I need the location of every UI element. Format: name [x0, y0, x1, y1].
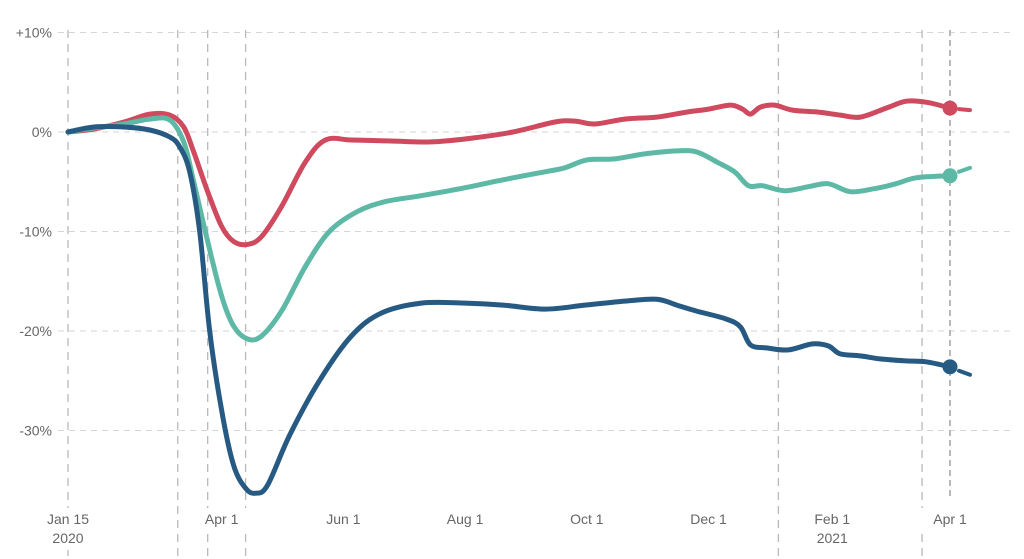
y-tick-label: +10%	[16, 25, 52, 41]
x-tick-label-bg	[916, 508, 984, 530]
series-projection	[957, 368, 972, 377]
y-tick-label: 0%	[32, 124, 52, 140]
grid-layer	[58, 32, 1015, 431]
series-line	[65, 98, 953, 248]
y-axis-ticks: +10% 0% -10% -20% -30%	[16, 25, 52, 439]
x-tick-label-bg	[34, 508, 102, 550]
x-tick-label: Dec 1	[690, 511, 727, 527]
series-1	[65, 115, 972, 343]
series-projection	[957, 107, 972, 113]
x-tick-label: Feb 1	[814, 511, 850, 527]
x-tick-label-bg	[552, 508, 621, 530]
x-tick-label: Jan 15	[47, 511, 89, 527]
series-projection	[957, 165, 972, 174]
vertical-guides	[67, 30, 951, 559]
x-tick-label: Apr 1	[205, 511, 239, 527]
x-tick-label-bg	[187, 508, 256, 530]
x-tick-label: Apr 1	[933, 511, 967, 527]
series-layer	[65, 98, 972, 496]
series-endpoint-marker	[942, 359, 958, 375]
series-line	[65, 115, 953, 343]
x-axis-ticks: Jan 15 2020 Apr 1 Jun 1 Aug 1 Oct 1 Dec 1 Feb 1…	[34, 508, 984, 550]
x-tick-label: Oct 1	[570, 511, 604, 527]
series-endpoint-marker	[942, 100, 958, 116]
y-tick-label: -20%	[19, 323, 52, 339]
x-tick-label-bg	[309, 508, 378, 530]
x-tick-label-bg	[674, 508, 743, 530]
x-tick-label-bg	[431, 508, 500, 530]
series-2	[65, 124, 972, 496]
x-tick-label-bg	[798, 508, 867, 550]
x-tick-label: Aug 1	[447, 511, 484, 527]
x-tick-label: Jun 1	[326, 511, 360, 527]
series-endpoint-marker	[942, 168, 958, 184]
y-tick-label: -30%	[19, 423, 52, 439]
y-tick-label: -10%	[19, 224, 52, 240]
series-0	[65, 98, 972, 248]
x-tick-sublabel: 2021	[817, 530, 848, 546]
x-tick-sublabel: 2020	[52, 530, 83, 546]
series-line	[65, 124, 953, 496]
